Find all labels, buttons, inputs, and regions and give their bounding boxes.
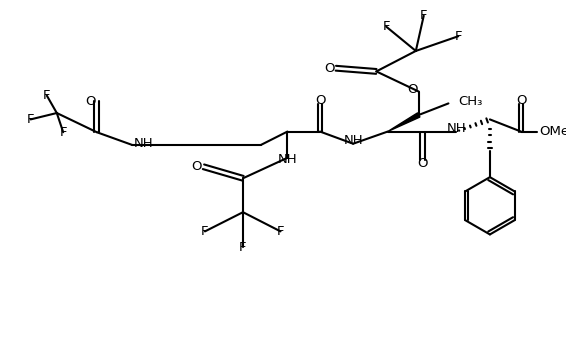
Text: O: O: [191, 160, 202, 173]
Text: F: F: [59, 126, 67, 139]
Text: F: F: [43, 89, 51, 102]
Text: F: F: [383, 20, 390, 33]
Text: F: F: [277, 225, 284, 238]
Text: O: O: [324, 62, 335, 75]
Text: F: F: [201, 225, 209, 238]
Text: O: O: [85, 95, 95, 108]
Text: CH₃: CH₃: [458, 95, 482, 108]
Text: F: F: [420, 9, 427, 22]
Text: F: F: [239, 241, 247, 254]
Text: O: O: [417, 157, 427, 170]
Text: NH: NH: [447, 122, 466, 135]
Text: F: F: [454, 30, 462, 43]
Polygon shape: [388, 113, 420, 131]
Text: NH: NH: [277, 153, 297, 166]
Text: NH: NH: [344, 134, 363, 147]
Text: F: F: [27, 113, 35, 126]
Text: OMe: OMe: [539, 125, 566, 138]
Text: NH: NH: [134, 137, 154, 150]
Text: O: O: [407, 83, 417, 96]
Text: O: O: [315, 94, 325, 107]
Text: O: O: [516, 94, 526, 107]
